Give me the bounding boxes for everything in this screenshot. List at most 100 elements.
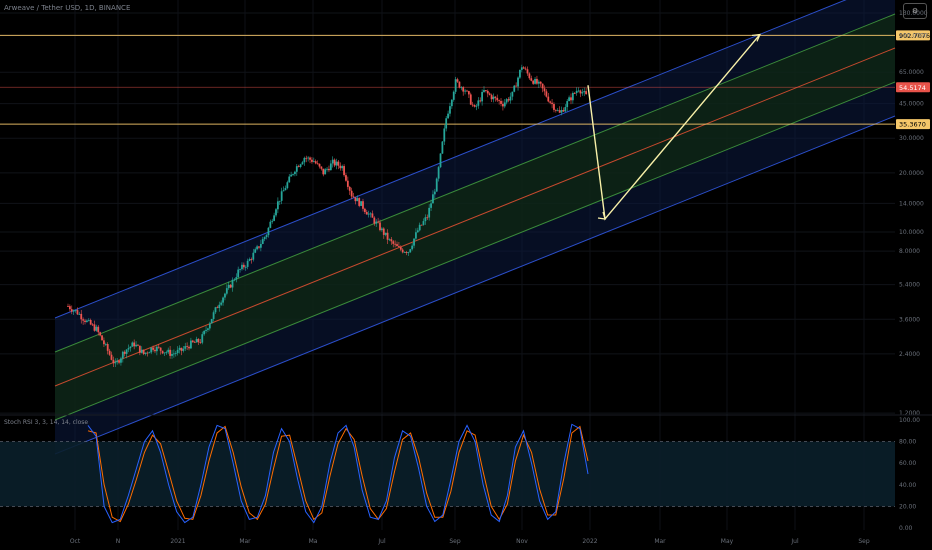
candle-body xyxy=(454,79,457,92)
candle-body xyxy=(108,350,111,355)
candle-body xyxy=(87,319,90,321)
candle-body xyxy=(416,230,419,233)
chart-title: Arweave / Tether USD, 1D, BINANCE xyxy=(4,4,131,12)
channel-lower-outer xyxy=(54,115,896,455)
candle-body xyxy=(188,346,190,349)
price-tick-label: 45.0000 xyxy=(899,101,924,108)
candle-body xyxy=(486,90,489,94)
candle-body xyxy=(554,109,557,111)
price-tick-label: 20.0000 xyxy=(899,170,924,177)
candle-body xyxy=(528,73,531,79)
candles xyxy=(67,64,588,368)
stoch-k-line xyxy=(87,423,589,524)
candle-body xyxy=(505,99,508,103)
time-tick-label: 2022 xyxy=(582,538,597,545)
candle-body xyxy=(159,347,162,351)
candle-body xyxy=(137,344,139,346)
candle-body xyxy=(72,310,75,312)
candle-body xyxy=(488,93,491,95)
candle-body xyxy=(396,244,398,247)
candle-body xyxy=(426,217,429,219)
candle-body xyxy=(184,346,187,349)
candle-body xyxy=(316,163,319,165)
price-tick-label: 3.6000 xyxy=(899,316,920,323)
candle-body xyxy=(225,288,228,294)
candle-body xyxy=(435,178,438,192)
candle-body xyxy=(237,269,240,278)
candle-body xyxy=(222,297,224,303)
time-tick-label: 2021 xyxy=(170,538,185,545)
candle-body xyxy=(125,349,128,354)
candle-body xyxy=(275,209,277,216)
candle-body xyxy=(479,100,482,102)
candle-body xyxy=(445,118,448,129)
candle-body xyxy=(165,352,168,354)
candle-body xyxy=(150,347,153,353)
candle-body xyxy=(99,332,102,336)
time-tick-label: Sep xyxy=(449,538,461,545)
candle-body xyxy=(394,243,397,245)
candle-body xyxy=(152,347,154,350)
candle-body xyxy=(127,348,130,350)
candle-body xyxy=(392,241,395,244)
price-tick-label: 100.0000 xyxy=(899,32,928,39)
candle-body xyxy=(106,344,109,351)
candle-body xyxy=(89,319,92,325)
candle-body xyxy=(483,90,485,93)
candle-body xyxy=(551,102,553,105)
candle-body xyxy=(358,198,361,206)
candle-body xyxy=(360,201,362,206)
time-tick-label: May xyxy=(721,538,734,545)
candle-body xyxy=(411,245,414,250)
candle-body xyxy=(312,161,315,162)
candle-body xyxy=(203,330,206,335)
candle-body xyxy=(233,279,236,281)
price-tick-label: 5.4000 xyxy=(899,282,920,289)
price-label: 902.7076 xyxy=(899,32,930,40)
candle-body xyxy=(299,164,302,167)
candle-body xyxy=(537,81,540,84)
price-label-box xyxy=(896,82,930,93)
candle-body xyxy=(218,304,221,308)
time-tick-label: Oct xyxy=(70,538,81,545)
candle-body xyxy=(276,201,279,210)
candle-body xyxy=(176,349,179,354)
candle-body xyxy=(254,249,257,253)
candle-body xyxy=(178,347,181,350)
candle-body xyxy=(534,78,536,84)
candle-body xyxy=(292,174,294,175)
candle-body xyxy=(161,350,164,354)
candle-body xyxy=(231,279,234,288)
candle-body xyxy=(290,174,293,177)
stoch-d-line xyxy=(87,425,589,523)
candle-body xyxy=(333,159,336,166)
candle-body xyxy=(86,320,88,323)
candle-body xyxy=(67,306,69,307)
candle-body xyxy=(326,168,328,170)
candle-body xyxy=(432,194,434,204)
candle-body xyxy=(466,90,468,92)
price-tick-label: 65.0000 xyxy=(899,69,924,76)
candle-body xyxy=(390,239,393,242)
settings-icon[interactable]: ⚙ xyxy=(903,3,927,19)
candle-body xyxy=(186,346,189,347)
candle-body xyxy=(379,222,381,231)
candle-body xyxy=(244,266,247,268)
candle-body xyxy=(373,217,376,224)
candle-body xyxy=(267,227,270,236)
candle-body xyxy=(441,141,444,154)
candle-body xyxy=(154,349,156,352)
time-tick-label: Jul xyxy=(377,538,386,545)
candle-body xyxy=(526,69,529,74)
candle-body xyxy=(369,213,372,215)
candle-body xyxy=(464,90,466,92)
candle-body xyxy=(388,239,391,241)
candle-body xyxy=(138,345,141,353)
candle-body xyxy=(573,92,576,94)
candle-body xyxy=(399,247,402,250)
candle-body xyxy=(258,246,260,248)
candle-body xyxy=(439,153,442,168)
candle-body xyxy=(191,340,194,343)
